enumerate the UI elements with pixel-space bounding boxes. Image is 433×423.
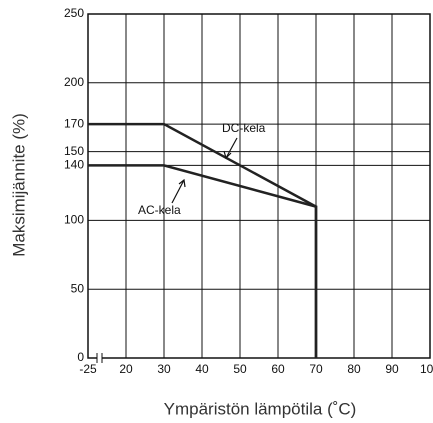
y-tick-label: 0 bbox=[77, 350, 84, 364]
y-tick-label: 100 bbox=[64, 213, 84, 227]
x-tick-label: 30 bbox=[157, 362, 171, 376]
x-tick-label: 70 bbox=[309, 362, 323, 376]
x-tick-label: 20 bbox=[119, 362, 133, 376]
y-tick-label: 150 bbox=[64, 144, 84, 158]
series-line bbox=[88, 164, 318, 358]
x-tick-label: 80 bbox=[347, 362, 361, 376]
x-axis-title: Ympäristön lämpötila (˚C) bbox=[164, 399, 357, 418]
arrow-head bbox=[223, 150, 232, 160]
y-tick-label: 170 bbox=[64, 116, 84, 130]
annotation-arrows bbox=[171, 137, 238, 204]
y-tick-label: 250 bbox=[64, 6, 84, 20]
x-tick-label: 40 bbox=[195, 362, 209, 376]
y-tick-label: 140 bbox=[64, 158, 84, 172]
plot-frame bbox=[87, 13, 431, 359]
x-tick-label: -25 bbox=[79, 362, 97, 376]
y-tick-label: 200 bbox=[64, 75, 84, 89]
y-axis-title: Maksimijännite (%) bbox=[9, 113, 28, 257]
arrow bbox=[171, 179, 185, 204]
series-label: AC-kela bbox=[138, 203, 181, 217]
x-tick-label: 50 bbox=[233, 362, 247, 376]
arrow-head bbox=[178, 178, 186, 188]
y-tick-label: 50 bbox=[71, 281, 85, 295]
series-label: DC-kela bbox=[222, 121, 266, 135]
axis-break bbox=[96, 352, 103, 364]
x-tick-label: 90 bbox=[385, 362, 399, 376]
break-gap bbox=[97, 352, 102, 364]
arrow bbox=[225, 137, 238, 159]
x-tick-label: 100 bbox=[420, 362, 433, 376]
x-tick-label: 60 bbox=[271, 362, 285, 376]
